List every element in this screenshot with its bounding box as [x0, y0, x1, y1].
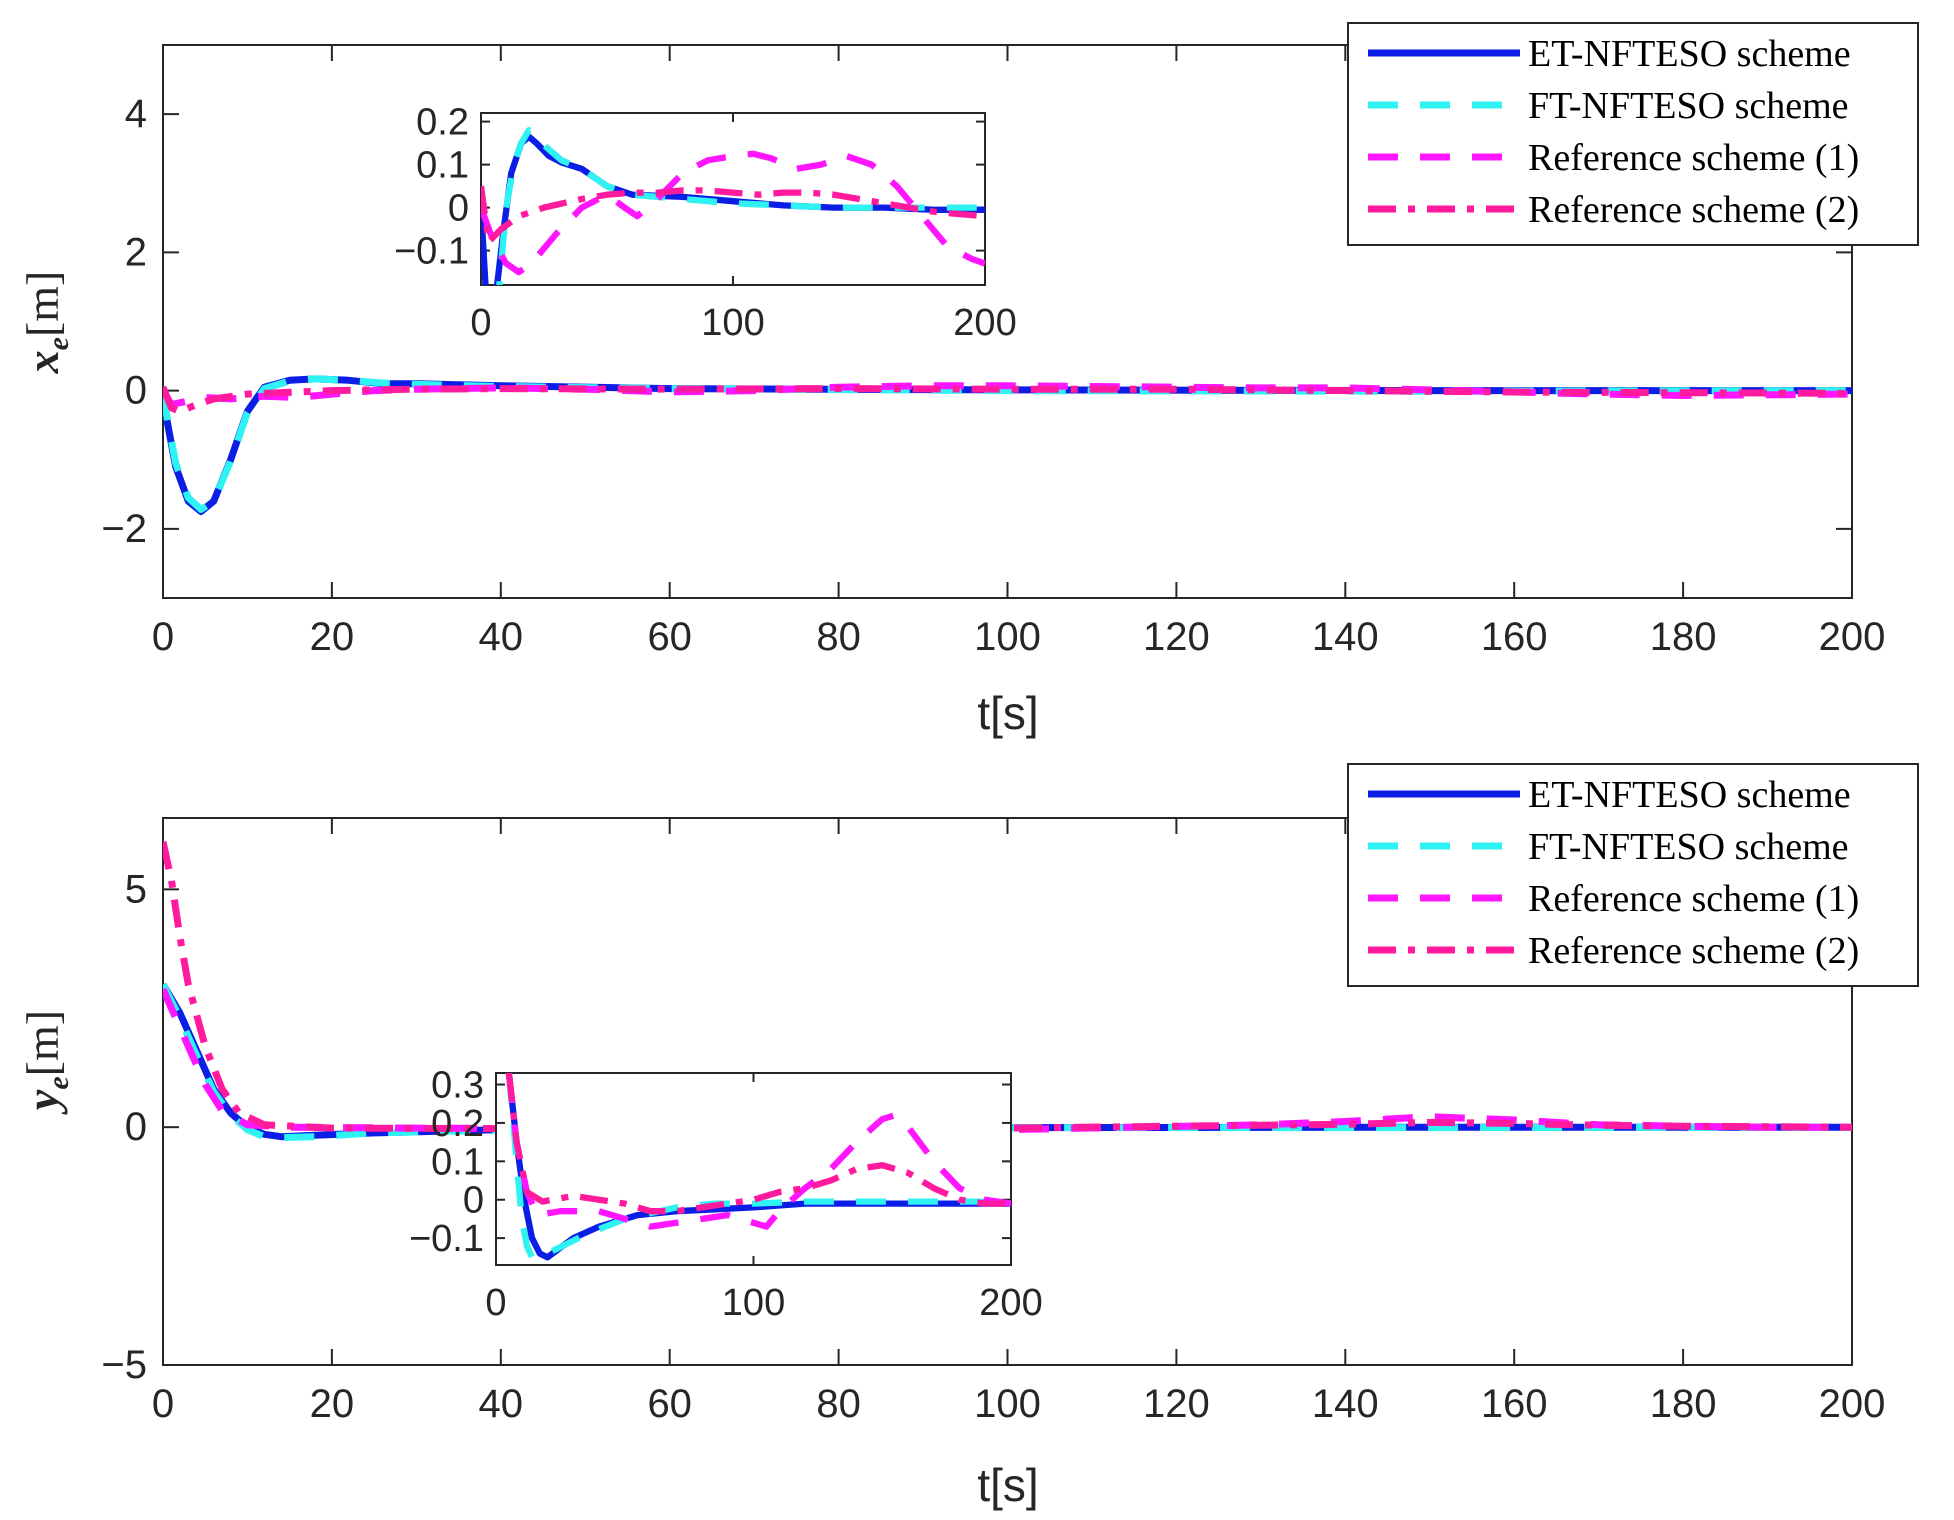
- y-tick-label: 5: [125, 867, 147, 911]
- inset-series-line: [481, 150, 985, 276]
- inset-y-tick-label: −0.1: [409, 1218, 484, 1260]
- y-tick-label: −2: [101, 507, 147, 551]
- inset-y-tick-label: 0.2: [416, 102, 469, 144]
- inset-x-tick-label: 200: [953, 302, 1016, 344]
- legend-label: Reference scheme (1): [1528, 137, 1859, 179]
- y-axis-unit: [m]: [17, 271, 68, 337]
- inset-y-tick-label: −0.1: [394, 231, 469, 273]
- inset-y-tick-label: 0: [448, 188, 469, 230]
- x-tick-label: 200: [1819, 1382, 1886, 1426]
- legend-label: Reference scheme (2): [1528, 930, 1859, 972]
- inset-y-tick-label: 0.1: [416, 145, 469, 187]
- x-tick-label: 40: [479, 615, 524, 659]
- series-lines: [163, 375, 1852, 516]
- inset-series-line: [505, 1073, 1011, 1261]
- inset-tick-labels: 0 100 200−0.100.10.20.3: [409, 1065, 1043, 1324]
- x-tick-label: 20: [310, 615, 355, 659]
- inset-series-lines: [505, 1073, 1011, 1261]
- x-tick-label: 120: [1143, 615, 1210, 659]
- legend-box: [1347, 22, 1919, 246]
- x-tick-label: 120: [1143, 1382, 1210, 1426]
- x-tick-label: 80: [816, 615, 861, 659]
- y-tick-label: 4: [125, 92, 147, 136]
- inset-y: 0 100 200−0.100.10.20.3: [409, 1065, 1043, 1324]
- x-tick-label: 140: [1312, 1382, 1379, 1426]
- inset-y-tick-label: 0.3: [431, 1065, 484, 1107]
- inset-x-tick-label: 100: [701, 302, 764, 344]
- legend-label: FT-NFTESO scheme: [1528, 826, 1849, 868]
- inset-series-lines: [481, 127, 985, 285]
- inset-series-line: [481, 133, 985, 285]
- x-tick-label: 40: [479, 1382, 524, 1426]
- x-tick-label: 20: [310, 1382, 355, 1426]
- x-tick-label: 80: [816, 1382, 861, 1426]
- chart-y-error: 0 20 40 60 80 100 120 140 160 180 200−505 t[s] ye[…: [17, 763, 1919, 1511]
- y-axis-subscript: e: [42, 1076, 75, 1089]
- ticks: [162, 45, 1853, 598]
- inset-series-line: [505, 1073, 1011, 1215]
- legend-label: ET-NFTESO scheme: [1528, 774, 1851, 816]
- y-axis-subscript: e: [42, 337, 75, 350]
- inset-y-tick-label: 0.2: [431, 1103, 484, 1145]
- legend-label: Reference scheme (2): [1528, 189, 1859, 231]
- x-tick-label: 180: [1650, 1382, 1717, 1426]
- x-tick-label: 100: [974, 615, 1041, 659]
- x-tick-label: 60: [647, 615, 692, 659]
- inset-x-tick-label: 200: [979, 1282, 1042, 1324]
- inset-series-line: [481, 185, 985, 246]
- tick-labels: 0 20 40 60 80 100 120 140 160 180 200−505: [101, 867, 1885, 1426]
- y-axis-label: xe[m]: [17, 271, 75, 375]
- inset-y-tick-label: 0: [463, 1180, 484, 1222]
- x-axis-label: t[s]: [977, 687, 1038, 739]
- x-tick-label: 0: [152, 615, 174, 659]
- legend-box: [1347, 763, 1919, 987]
- tick-labels: 0 20 40 60 80 100 120 140 160 180 200 −2 0 2 4: [101, 92, 1885, 659]
- x-tick-label: 200: [1819, 615, 1886, 659]
- x-tick-label: 0: [152, 1382, 174, 1426]
- x-tick-label: 100: [974, 1382, 1041, 1426]
- legend-label: Reference scheme (1): [1528, 878, 1859, 920]
- y-tick-label: 0: [125, 369, 147, 413]
- x-tick-label: 180: [1650, 615, 1717, 659]
- legend: ET-NFTESO scheme FT-NFTESO scheme Referenc…: [1347, 22, 1919, 246]
- inset-series-line: [505, 1073, 1011, 1230]
- y-axis-symbol: y: [17, 1089, 68, 1115]
- legend: ET-NFTESO scheme FT-NFTESO scheme Referenc…: [1347, 763, 1919, 987]
- series-line: [163, 375, 1852, 513]
- series-line: [163, 987, 1852, 1134]
- inset-x: 0 100 200−0.100.10.2: [394, 102, 1017, 344]
- y-tick-label: 2: [125, 230, 147, 274]
- y-axis-label: ye[m]: [17, 1010, 75, 1115]
- y-axis-unit: [m]: [17, 1010, 68, 1076]
- x-tick-label: 60: [647, 1382, 692, 1426]
- x-tick-label: 160: [1481, 1382, 1548, 1426]
- chart-x-error: 0 20 40 60 80 100 120 140 160 180 200 −2 0 2 4 t[s] xe…: [17, 22, 1919, 739]
- inset-y-tick-label: 0.1: [431, 1141, 484, 1183]
- inset-x-tick-label: 100: [722, 1282, 785, 1324]
- y-axis-symbol: x: [17, 350, 68, 374]
- x-axis-label: t[s]: [977, 1459, 1038, 1511]
- inset-tick-labels: 0 100 200−0.100.10.2: [394, 102, 1017, 344]
- inset-x-tick-label: 0: [470, 302, 491, 344]
- x-tick-label: 160: [1481, 615, 1548, 659]
- series-line: [163, 385, 1852, 415]
- x-tick-label: 140: [1312, 615, 1379, 659]
- inset-ticks: [495, 1073, 1012, 1265]
- y-tick-label: 0: [125, 1105, 147, 1149]
- legend-label: FT-NFTESO scheme: [1528, 85, 1849, 127]
- inset-x-tick-label: 0: [485, 1282, 506, 1324]
- y-tick-label: −5: [101, 1343, 147, 1387]
- legend-label: ET-NFTESO scheme: [1528, 33, 1851, 75]
